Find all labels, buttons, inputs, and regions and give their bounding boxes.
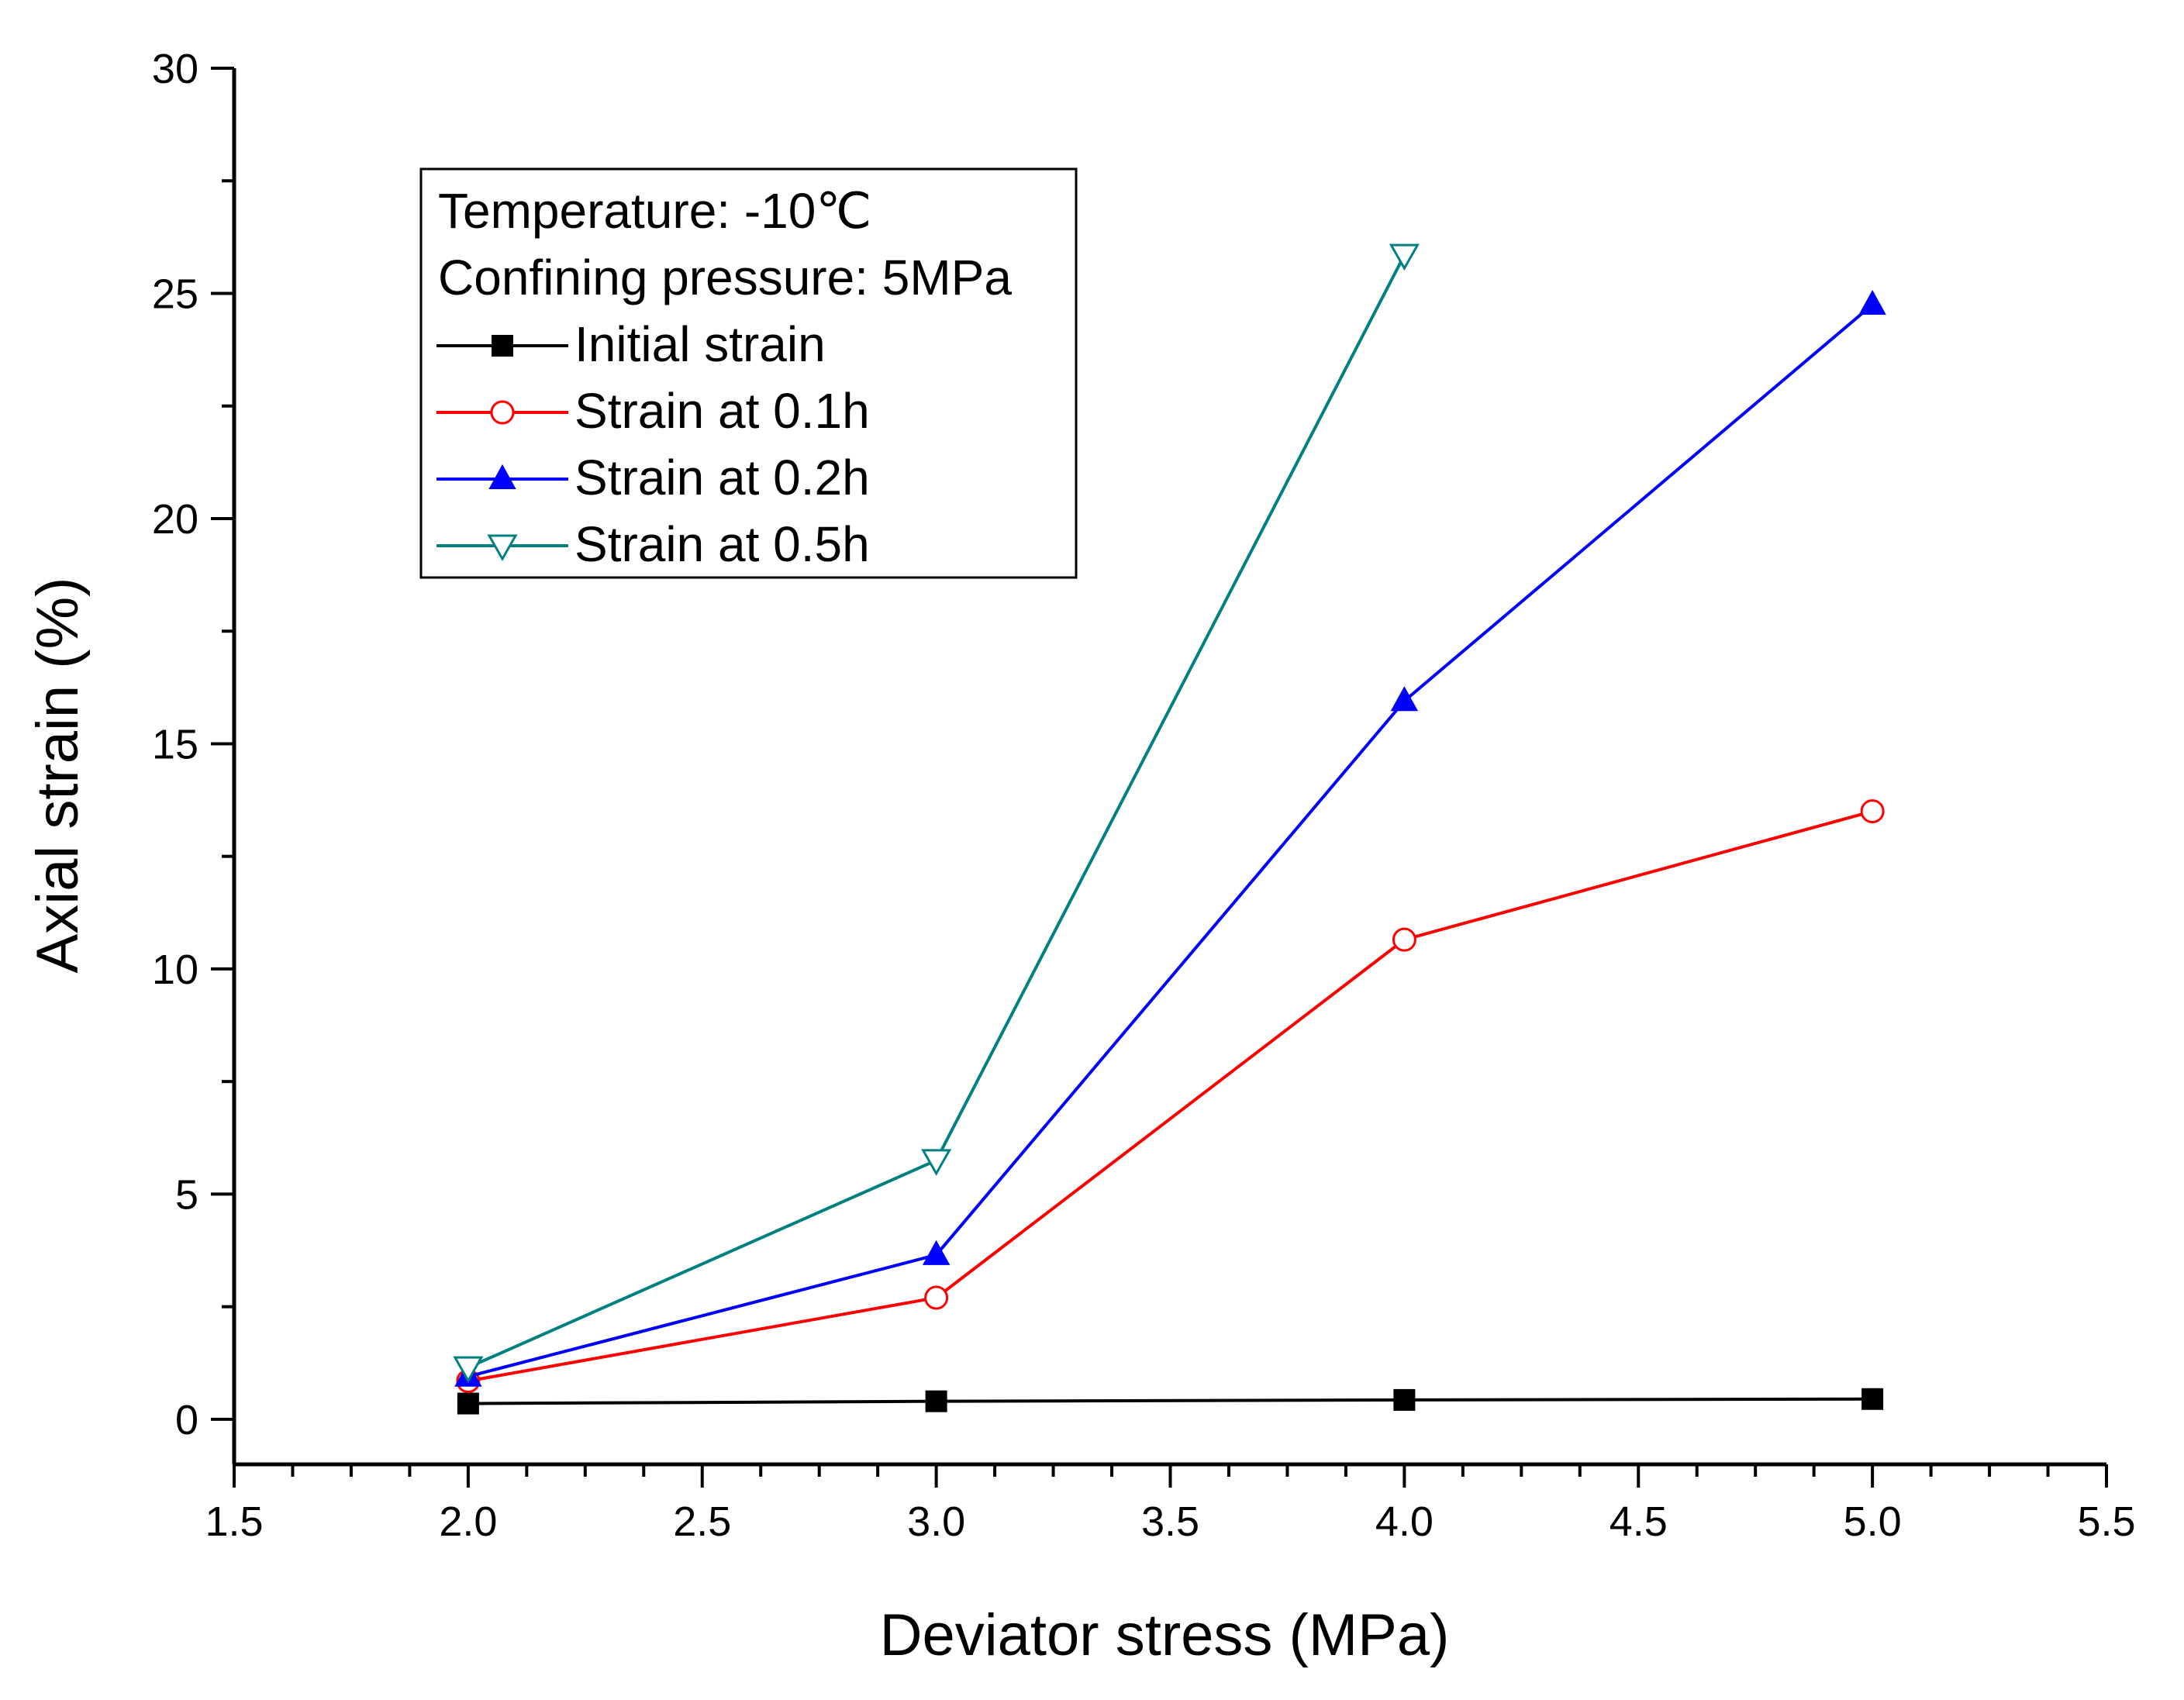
series-4 [453, 243, 1420, 1384]
series-2 [456, 799, 1885, 1394]
y-tick-label: 20 [152, 496, 198, 543]
x-axis-title: Deviator stress (MPa) [880, 1602, 1450, 1668]
data-point [1858, 289, 1886, 316]
y-tick-label: 15 [152, 721, 198, 767]
legend-label: Strain at 0.5h [574, 516, 870, 572]
legend-marker [487, 534, 518, 562]
data-point [1392, 927, 1416, 952]
series-line [468, 303, 1874, 1378]
x-tick-label: 2.0 [439, 1498, 497, 1545]
data-point [924, 1285, 949, 1310]
x-tick-label: 3.0 [907, 1498, 965, 1545]
data-point [1390, 686, 1419, 712]
data-point [457, 1392, 479, 1415]
data-point [1861, 1388, 1884, 1410]
y-tick-label: 30 [152, 46, 198, 92]
legend-label: Strain at 0.1h [574, 383, 870, 439]
legend-label: Strain at 0.2h [574, 450, 870, 505]
data-point [921, 1149, 952, 1176]
data-series [453, 243, 1886, 1415]
legend-title-line: Confining pressure: 5MPa [438, 250, 1012, 305]
y-tick-label: 5 [175, 1171, 198, 1218]
legend-box [419, 167, 1078, 579]
y-tick-label: 0 [175, 1397, 198, 1443]
legend-title-line: Temperature: -10℃ [438, 183, 871, 239]
series-1 [457, 1388, 1884, 1415]
series-line [468, 809, 1873, 1383]
y-tick-label: 25 [152, 271, 198, 317]
legend-item: Initial strain [436, 316, 826, 372]
y-axis-title: Axial strain (%) [25, 578, 91, 974]
legend-item: Strain at 0.2h [436, 450, 870, 505]
data-point [1393, 1388, 1416, 1411]
y-tick-label: 10 [152, 947, 198, 993]
data-point [1389, 243, 1420, 271]
x-tick-label: 3.5 [1141, 1498, 1199, 1545]
series-line [468, 1397, 1873, 1405]
x-tick-label: 1.5 [205, 1498, 263, 1545]
data-point [922, 1240, 951, 1265]
data-point [453, 1356, 484, 1384]
legend-marker [492, 335, 513, 357]
x-tick-label: 2.5 [673, 1498, 731, 1545]
legend-label: Initial strain [574, 316, 826, 372]
data-point [925, 1390, 947, 1412]
series-3 [454, 289, 1886, 1387]
legend-marker [490, 400, 515, 425]
x-tick-label: 5.5 [2077, 1498, 2135, 1545]
legend: Temperature: -10℃ Confining pressure: 5MP… [419, 167, 1078, 579]
data-point [1860, 799, 1885, 824]
legend-item: Strain at 0.1h [436, 383, 870, 439]
legend-marker [488, 464, 516, 489]
x-tick-label: 4.0 [1375, 1498, 1434, 1545]
x-tick-label: 5.0 [1844, 1498, 1902, 1545]
legend-item: Strain at 0.5h [436, 516, 870, 572]
x-tick-label: 4.5 [1610, 1498, 1668, 1545]
axis-ticks: 1.5 2.0 2.5 3.0 3.5 4.0 4.5 5.0 5.5 0 5 10 15 20 25 30 [152, 46, 2136, 1545]
